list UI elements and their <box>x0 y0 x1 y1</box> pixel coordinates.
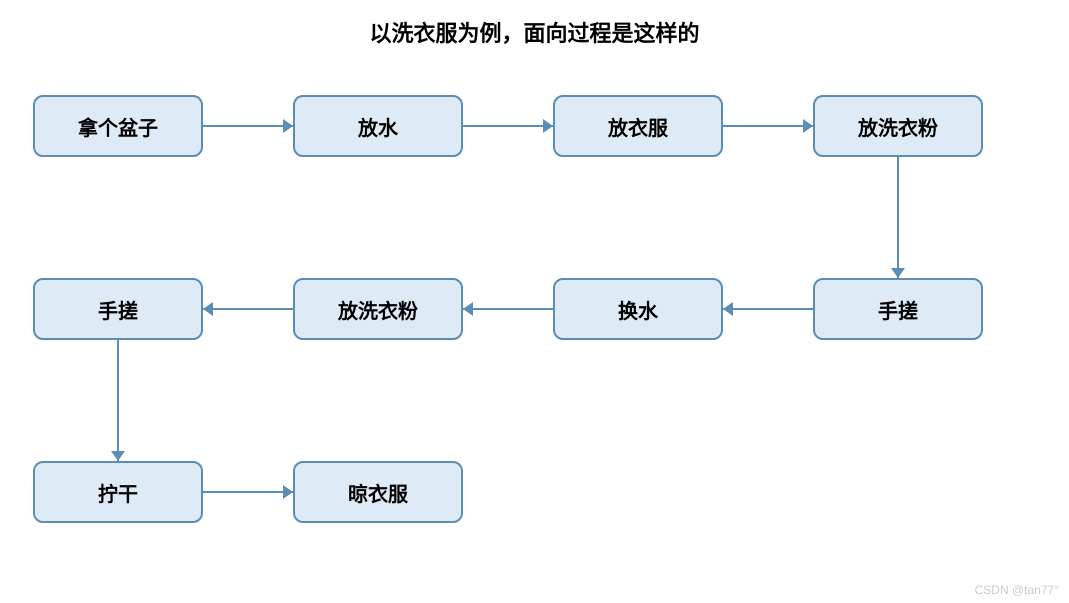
flowchart-node: 晾衣服 <box>293 461 463 523</box>
flowchart-node: 放衣服 <box>553 95 723 157</box>
node-label: 放洗衣粉 <box>338 295 418 324</box>
node-label: 拿个盆子 <box>78 112 158 141</box>
arrowhead-icon <box>463 302 473 316</box>
flowchart-edge <box>463 308 553 310</box>
node-label: 手搓 <box>878 295 918 324</box>
arrowhead-icon <box>723 302 733 316</box>
node-label: 放衣服 <box>608 112 668 141</box>
flowchart-edge <box>203 125 293 127</box>
arrowhead-icon <box>803 119 813 133</box>
flowchart-node: 放洗衣粉 <box>293 278 463 340</box>
watermark-text: CSDN @tan77° <box>975 583 1059 597</box>
flowchart-node: 放洗衣粉 <box>813 95 983 157</box>
arrowhead-icon <box>111 451 125 461</box>
flowchart-node: 手搓 <box>813 278 983 340</box>
flowchart-node: 放水 <box>293 95 463 157</box>
node-label: 换水 <box>618 295 658 324</box>
flowchart-edge <box>203 491 293 493</box>
arrowhead-icon <box>283 485 293 499</box>
flowchart-edge <box>897 157 899 278</box>
flowchart-node: 手搓 <box>33 278 203 340</box>
diagram-title: 以洗衣服为例，面向过程是这样的 <box>0 16 1069 48</box>
node-label: 放洗衣粉 <box>858 112 938 141</box>
flowchart-edge <box>117 340 119 461</box>
flowchart-edge <box>723 125 813 127</box>
node-label: 手搓 <box>98 295 138 324</box>
arrowhead-icon <box>283 119 293 133</box>
node-label: 拧干 <box>98 478 138 507</box>
flowchart-node: 换水 <box>553 278 723 340</box>
flowchart-edge <box>723 308 813 310</box>
flowchart-edge <box>463 125 553 127</box>
arrowhead-icon <box>203 302 213 316</box>
flowchart-node: 拿个盆子 <box>33 95 203 157</box>
node-label: 晾衣服 <box>348 478 408 507</box>
arrowhead-icon <box>543 119 553 133</box>
flowchart-node: 拧干 <box>33 461 203 523</box>
arrowhead-icon <box>891 268 905 278</box>
node-label: 放水 <box>358 112 398 141</box>
flowchart-edge <box>203 308 293 310</box>
